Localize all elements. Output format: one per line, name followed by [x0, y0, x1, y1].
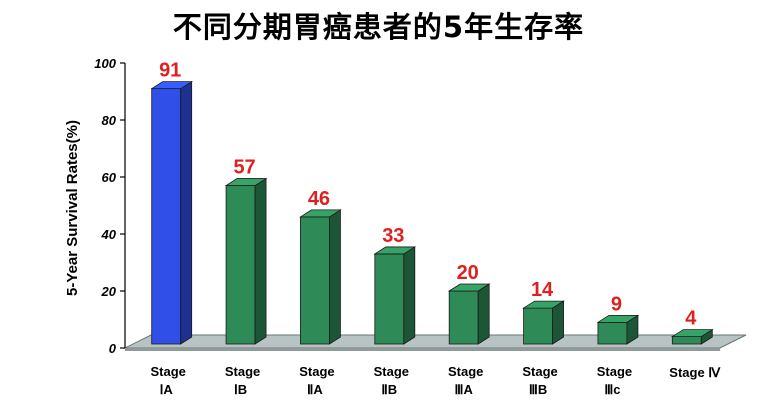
bar	[150, 80, 194, 345]
bar	[447, 283, 491, 345]
value-label: 9	[611, 293, 622, 315]
bar-front	[671, 336, 702, 345]
x-tick-label-line2: ⅡB	[381, 382, 397, 397]
y-tick-label: 20	[101, 284, 117, 299]
y-tick-label: 100	[94, 56, 116, 71]
bar-front	[374, 253, 405, 345]
bar-top	[447, 283, 491, 292]
bar-front	[225, 185, 256, 345]
bar-top	[150, 81, 194, 90]
x-tick-label: Stage	[597, 364, 632, 379]
bar-top	[522, 300, 565, 309]
bar-top	[670, 329, 714, 338]
y-tick-label: 40	[101, 227, 117, 242]
bar	[224, 177, 268, 345]
bar	[522, 300, 565, 345]
bar-top	[373, 246, 417, 255]
bar-top	[596, 314, 640, 323]
x-tick-label: Stage	[448, 364, 483, 379]
bar	[299, 209, 342, 345]
bar	[596, 314, 640, 345]
y-tick-label: 0	[109, 341, 117, 356]
bar-front	[151, 88, 182, 345]
x-tick-label-line2: ⅠB	[234, 382, 247, 397]
bar	[670, 328, 714, 345]
bar-side	[552, 300, 564, 345]
bar-top	[224, 178, 268, 186]
value-label: 20	[457, 262, 479, 284]
x-tick-label: Stage	[374, 364, 409, 379]
chart-floor	[124, 334, 747, 349]
chart-title: 不同分期胃癌患者的5年生存率	[172, 10, 585, 44]
x-tick-label-line2: ⅢA	[455, 382, 474, 397]
x-tick-label: Stage	[522, 364, 557, 379]
bar-front	[597, 321, 628, 345]
bar-side	[477, 283, 490, 345]
bar-front	[448, 290, 479, 345]
bar-side	[329, 209, 341, 345]
bar-side	[403, 246, 416, 345]
bar-side	[254, 177, 267, 345]
bar	[373, 246, 417, 345]
x-tick-label-line2: ⅢB	[529, 382, 547, 397]
x-tick-label-line2: ⅠA	[160, 382, 174, 397]
bar-front	[300, 216, 330, 345]
value-label: 33	[382, 225, 404, 247]
x-tick-label: Stage	[150, 364, 185, 379]
bar-front	[523, 307, 553, 345]
y-tick-label: 80	[102, 113, 117, 128]
x-tick-label: Stage	[299, 364, 334, 379]
y-axis-title: 5-Year Survival Rates(%)	[64, 120, 81, 296]
x-tick-label-line2: Ⅲc	[604, 382, 620, 397]
bar-side	[180, 80, 193, 345]
value-label: 57	[233, 157, 255, 179]
value-label: 91	[159, 60, 181, 82]
x-tick-label: Stage Ⅳ	[669, 365, 721, 380]
value-label: 4	[685, 308, 697, 330]
x-tick-label: Stage	[225, 364, 260, 379]
bar-top	[299, 209, 342, 218]
value-label: 14	[531, 279, 554, 301]
chart-floor-edge	[125, 348, 720, 351]
value-label: 46	[308, 188, 330, 210]
x-tick-label-line2: ⅡA	[307, 382, 323, 397]
y-tick-label: 60	[102, 170, 117, 185]
